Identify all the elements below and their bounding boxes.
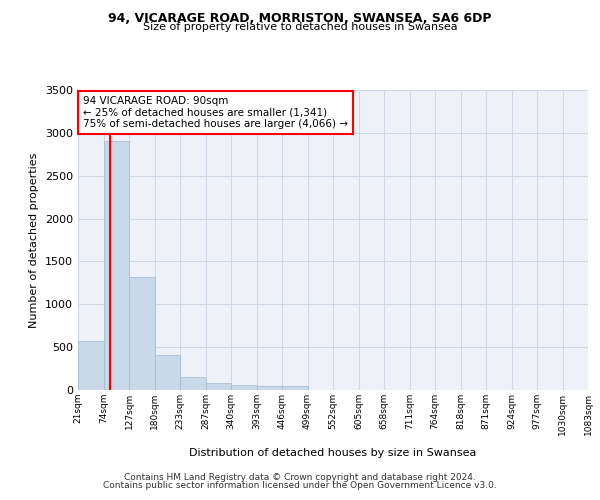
Bar <box>155 355 180 390</box>
Y-axis label: Number of detached properties: Number of detached properties <box>29 152 40 328</box>
Bar <box>205 383 231 390</box>
Bar <box>231 386 257 390</box>
Text: 94, VICARAGE ROAD, MORRISTON, SWANSEA, SA6 6DP: 94, VICARAGE ROAD, MORRISTON, SWANSEA, S… <box>108 12 492 26</box>
Bar <box>180 376 205 390</box>
Bar <box>257 386 282 390</box>
Bar <box>78 341 104 390</box>
Bar <box>282 386 308 390</box>
Bar <box>104 140 129 390</box>
Bar <box>129 277 155 390</box>
Text: Contains public sector information licensed under the Open Government Licence v3: Contains public sector information licen… <box>103 481 497 490</box>
Text: Distribution of detached houses by size in Swansea: Distribution of detached houses by size … <box>190 448 476 458</box>
Text: Contains HM Land Registry data © Crown copyright and database right 2024.: Contains HM Land Registry data © Crown c… <box>124 472 476 482</box>
Text: Size of property relative to detached houses in Swansea: Size of property relative to detached ho… <box>143 22 457 32</box>
Text: 94 VICARAGE ROAD: 90sqm
← 25% of detached houses are smaller (1,341)
75% of semi: 94 VICARAGE ROAD: 90sqm ← 25% of detache… <box>83 96 348 129</box>
